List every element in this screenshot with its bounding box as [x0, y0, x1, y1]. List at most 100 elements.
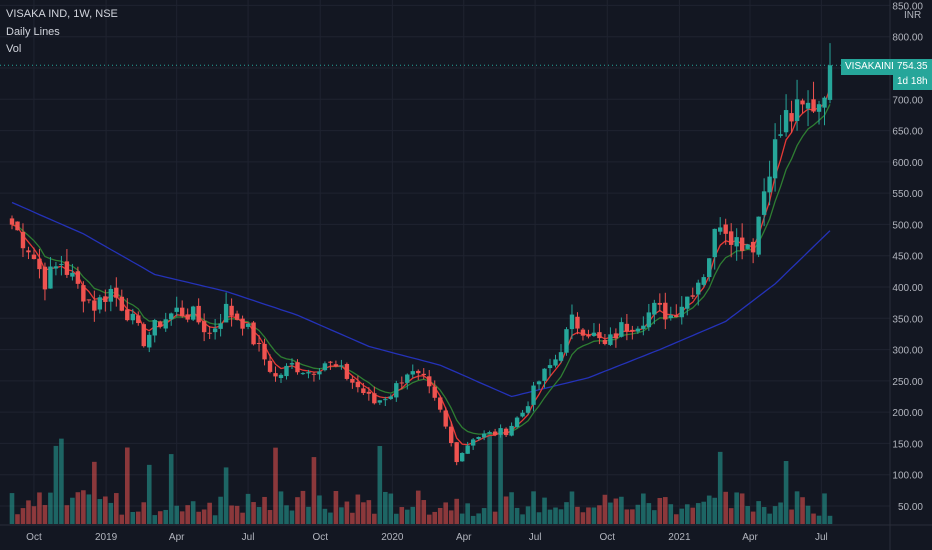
ma-slow-line — [11, 201, 831, 398]
volume-bar — [59, 438, 64, 524]
candle-body — [454, 442, 459, 463]
candle-body — [685, 296, 690, 309]
volume-bar — [591, 507, 597, 524]
volume-bar — [520, 514, 525, 524]
volume-bar — [437, 507, 443, 524]
candle-body — [525, 406, 531, 413]
candle-body — [641, 325, 646, 329]
volume-bar — [800, 497, 805, 524]
x-tick-label: Apr — [456, 532, 472, 543]
candle-body — [492, 431, 498, 435]
candle-body — [196, 305, 201, 323]
candle-body — [289, 363, 295, 365]
volume-bar — [536, 512, 542, 524]
volume-bar — [328, 512, 333, 524]
volume-bar — [196, 511, 201, 524]
volume-legend[interactable]: Vol — [6, 43, 22, 55]
candle-body — [789, 113, 794, 122]
volume-bar — [245, 493, 251, 524]
candle-body — [152, 320, 157, 336]
candle-body — [328, 361, 333, 363]
x-tick-label: Oct — [26, 532, 42, 543]
candle-body — [509, 425, 514, 436]
volume-bar — [262, 496, 267, 524]
candle-body — [772, 139, 778, 179]
volume-bar — [267, 510, 273, 524]
candle-body — [794, 99, 800, 122]
ema-fast-line — [11, 88, 831, 446]
volume-bar — [553, 507, 558, 524]
candle-body — [739, 237, 745, 251]
volume-bar — [443, 502, 449, 524]
candle-body — [26, 250, 31, 253]
volume-bar — [366, 500, 372, 524]
volume-bar — [229, 505, 234, 524]
volume-bar — [124, 447, 130, 524]
volume-bar — [130, 511, 136, 524]
volume-bar — [652, 510, 657, 524]
candle-body — [514, 417, 520, 427]
candle-body — [267, 360, 273, 372]
candle-body — [580, 329, 586, 336]
y-tick-label: 550.00 — [892, 189, 923, 200]
candle-body — [536, 381, 542, 385]
candle-body — [81, 285, 86, 302]
candle-body — [481, 433, 487, 438]
volume-bar — [503, 496, 509, 524]
candle-body — [767, 176, 772, 193]
volume-bar — [141, 502, 147, 524]
volume-bar — [361, 502, 366, 524]
volume-bar — [564, 502, 569, 524]
volume-bar — [256, 507, 262, 524]
candle-body — [822, 97, 827, 108]
candle-body — [542, 368, 547, 381]
volume-bar — [157, 511, 163, 524]
volume-bar — [822, 493, 827, 524]
volume-bar — [454, 498, 459, 524]
volume-bar — [135, 511, 141, 524]
candle-body — [42, 266, 48, 290]
y-tick-label: 500.00 — [892, 220, 923, 231]
volume-bar — [745, 506, 750, 524]
candle-body — [278, 374, 284, 379]
volume-bar — [509, 492, 514, 524]
candle-body — [624, 323, 630, 332]
volume-bar — [86, 494, 92, 524]
indicator-legend[interactable]: Daily Lines — [6, 26, 60, 38]
candle-body — [591, 332, 597, 336]
volume-bar — [174, 505, 179, 524]
volume-bar — [185, 505, 190, 524]
volume-bar — [218, 496, 223, 524]
candle-body — [108, 288, 114, 302]
volume-bar — [525, 506, 531, 524]
volume-bar — [608, 502, 613, 524]
volume-bar — [289, 510, 295, 524]
candle-body — [92, 300, 97, 311]
candle-body — [201, 321, 207, 333]
volume-bar — [717, 451, 723, 524]
candle-body — [295, 362, 300, 373]
volume-bar — [234, 505, 240, 524]
candle-body — [97, 297, 103, 310]
symbol-legend[interactable]: VISAKA IND, 1W, NSE — [6, 8, 118, 20]
candle-body — [410, 371, 415, 375]
volume-bar — [311, 457, 317, 524]
candle-body — [745, 244, 750, 249]
x-tick-label: Jul — [242, 532, 255, 543]
volume-bar — [690, 507, 696, 524]
candle-body — [575, 316, 580, 329]
volume-bar — [92, 461, 97, 524]
candle-body — [503, 428, 509, 436]
volume-bar — [558, 509, 564, 524]
volume-bar — [470, 515, 476, 524]
volume-bar — [663, 497, 668, 524]
volume-bar — [767, 513, 772, 524]
y-tick-label: 300.00 — [892, 346, 923, 357]
candle-body — [399, 382, 404, 384]
candle-body — [558, 352, 564, 361]
volume-bar — [26, 500, 31, 524]
volume-bar — [772, 506, 778, 524]
volume-bar — [212, 515, 218, 524]
candle-body — [158, 321, 163, 327]
